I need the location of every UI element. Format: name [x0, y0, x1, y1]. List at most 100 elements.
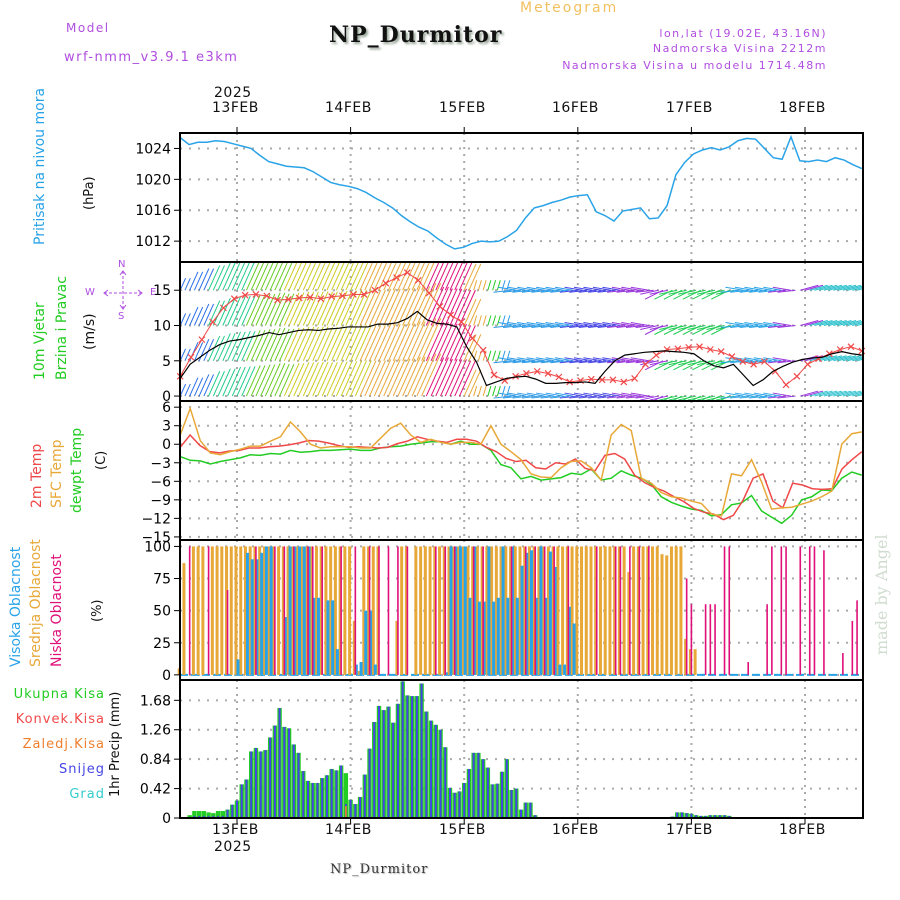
wind-arrow — [184, 313, 191, 326]
wind-gust-marker — [339, 292, 346, 300]
wind-arrow — [264, 363, 281, 397]
wind-arrow — [734, 357, 754, 362]
wind-arrow — [687, 360, 706, 366]
precip-snow-bar — [486, 767, 489, 818]
cloud-low-bar — [799, 546, 802, 675]
cloud-mid-bar — [641, 546, 645, 675]
wind-arrow — [517, 322, 536, 326]
wind-arrow — [772, 392, 791, 397]
cloud-low-bar — [629, 546, 631, 675]
wind-arrow — [184, 278, 191, 291]
precip-snow-bar — [335, 770, 338, 818]
precip-snow-bar — [718, 815, 721, 818]
wind-arrow — [217, 333, 231, 361]
wind-gust-marker — [349, 291, 357, 298]
cloud-low-bar — [387, 546, 390, 675]
y-tick-label: 5 — [162, 354, 171, 370]
wind-gust-marker — [468, 334, 476, 342]
cloud-high-bar — [335, 649, 339, 675]
wind-arrow — [487, 280, 492, 291]
wind-arrow — [430, 357, 449, 397]
cloud-high-bar — [496, 597, 500, 675]
cloud-mid-bar — [617, 546, 621, 675]
wind-gust-marker — [479, 346, 487, 354]
wind-arrow — [359, 360, 377, 397]
legend-total-rain: Ukupna Kisa — [13, 687, 105, 702]
wind-arrow — [449, 359, 467, 397]
wind-arrow — [264, 327, 281, 361]
ticks-layer: 1012 1016 1020 1024 0 5 10 15 6 3 0 −3 −6 −9 −12 −15 0 25… — [135, 127, 806, 827]
wind-arrow — [321, 362, 338, 397]
wind-arrow — [317, 326, 334, 361]
wind-arrow — [397, 323, 416, 361]
cloud-low-bar — [723, 546, 726, 675]
wind-arrow — [331, 361, 348, 397]
wind-arrow — [856, 288, 863, 291]
cloud-high-bar — [553, 566, 557, 675]
cloud-mid-bar — [229, 546, 233, 675]
wind-gust-marker — [252, 291, 260, 298]
wind-arrow — [668, 395, 687, 401]
wind-arrow — [312, 291, 329, 326]
wind-arrow — [359, 262, 374, 291]
compass-cross-icon — [103, 270, 143, 310]
wind-arrow — [227, 331, 242, 361]
wind-arrow — [573, 286, 593, 291]
wind-arrow — [856, 358, 863, 362]
wind-gust-marker — [522, 370, 530, 377]
wind-arrow — [331, 326, 348, 361]
cloud-mid-bar — [456, 546, 460, 675]
wind-arrow — [335, 325, 353, 361]
wind-arrow — [630, 322, 649, 326]
wind-arrow — [521, 360, 540, 364]
cloud-mid-bar — [215, 546, 219, 675]
wind-arrow — [607, 289, 626, 293]
legend-conv-rain: Konvek.Kisa — [15, 712, 105, 727]
precip-snow-bar — [254, 747, 257, 818]
panel-frame — [179, 132, 864, 263]
cloud-mid-bar — [518, 546, 522, 675]
cloud-mid-bar — [272, 546, 276, 675]
bottom-day-label: 13FEB — [212, 822, 259, 838]
wind-arrow — [649, 289, 668, 295]
wind-arrow — [212, 335, 225, 361]
wind-gust-marker — [750, 360, 758, 368]
wind-arrow — [569, 289, 588, 293]
wind-arrow — [421, 353, 442, 397]
cloud-mid-bar — [679, 546, 683, 675]
wind-arrow — [180, 313, 187, 326]
cloud-mid-bar — [314, 546, 318, 675]
wind-gust-marker — [284, 295, 292, 303]
wind-arrow — [373, 323, 392, 361]
cloud-mid-bar — [191, 546, 195, 675]
cloud-mid-bar — [660, 554, 664, 675]
cloud-high-bar — [567, 606, 571, 675]
cloud-mid-bar — [546, 546, 550, 675]
wind-arrow — [502, 360, 522, 364]
wind-arrow — [607, 325, 626, 328]
wind-arrow — [440, 262, 454, 291]
wind-gust-marker — [544, 370, 552, 377]
precip-snow-bar — [340, 765, 343, 818]
wind-arrow — [383, 288, 401, 326]
wind-arrow — [231, 366, 246, 397]
wind-arrow — [208, 265, 221, 291]
cloud-high-bar — [544, 597, 548, 675]
wind-arrow — [611, 322, 630, 326]
precip-snow-bar — [387, 706, 390, 818]
precip-total-bar — [187, 815, 192, 818]
precip-snow-bar — [396, 703, 399, 818]
wind-arrow — [507, 286, 526, 291]
wind-arrow — [526, 357, 545, 362]
wind-arrow — [668, 325, 687, 330]
wind-arrow — [449, 262, 464, 291]
precip-snow-bar — [695, 815, 698, 818]
bottom-day-label: 17FEB — [666, 822, 713, 838]
precip-snow-bar — [202, 815, 205, 818]
cloud-low-bar — [714, 604, 716, 675]
cloud-high-bar — [354, 664, 358, 675]
y-tick-label: 1016 — [135, 203, 171, 219]
cloud-mid-bar — [258, 546, 262, 675]
wind-arrow — [283, 327, 300, 361]
cloud-high-bar — [520, 565, 524, 675]
